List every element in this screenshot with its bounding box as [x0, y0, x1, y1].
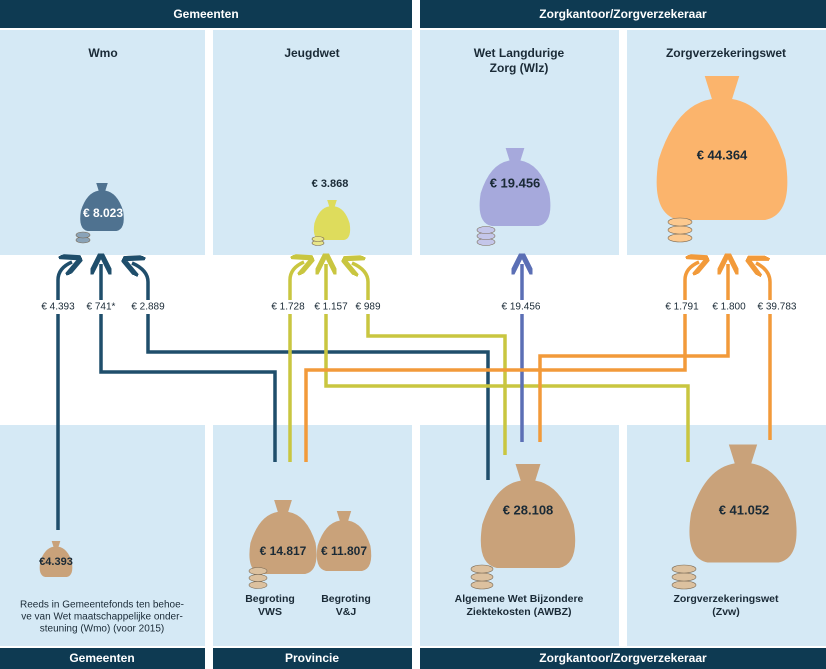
- header: Zorgkantoor/Zorgverzekeraar: [539, 7, 707, 21]
- caption: Algemene Wet Bijzondere: [455, 593, 584, 605]
- column-title: Wmo: [88, 46, 117, 60]
- amount: € 11.807: [321, 544, 367, 558]
- footer: Provincie: [285, 651, 339, 665]
- caption: VWS: [258, 606, 282, 618]
- footer: Zorgkantoor/Zorgverzekeraar: [539, 651, 707, 665]
- amount: € 44.364: [697, 147, 748, 162]
- amount: €4.393: [39, 556, 73, 568]
- caption: Begroting: [245, 593, 295, 605]
- amount: € 3.868: [312, 178, 349, 190]
- amount: € 19.456: [490, 175, 541, 190]
- amount: € 8.023: [83, 206, 123, 220]
- flow-label: € 1.800: [712, 302, 746, 313]
- flow-label: € 19.456: [502, 302, 541, 313]
- footer: Gemeenten: [69, 651, 134, 665]
- column-title: Wet Langdurige: [474, 46, 565, 60]
- flow-label: € 2.889: [131, 302, 165, 313]
- caption: (Zvw): [712, 606, 739, 618]
- flow-label: € 39.783: [758, 302, 797, 313]
- column-title: Zorg (Wlz): [490, 61, 549, 75]
- flow-label: € 989: [355, 302, 380, 313]
- flow-label: € 1.157: [314, 302, 348, 313]
- flow-label: € 1.728: [271, 302, 305, 313]
- header: Gemeenten: [173, 7, 238, 21]
- caption: Begroting: [321, 593, 371, 605]
- column-title: Jeugdwet: [284, 46, 339, 60]
- flow-label: € 741*: [87, 302, 116, 313]
- column-title: Zorgverzekeringswet: [666, 46, 786, 60]
- caption: Ziektekosten (AWBZ): [466, 606, 571, 618]
- flow-label: € 4.393: [41, 302, 75, 313]
- caption: Reeds in Gemeentefonds ten behoe-: [20, 600, 184, 611]
- caption: Zorgverzekeringswet: [673, 593, 779, 605]
- amount: € 41.052: [719, 502, 770, 517]
- amount: € 14.817: [260, 544, 307, 558]
- caption: ve van Wet maatschappelijke onder-: [21, 612, 183, 623]
- diagram: Gemeenten Zorgkantoor/Zorgverzekeraar Ge…: [0, 0, 826, 669]
- amount: € 28.108: [503, 502, 554, 517]
- caption: steuning (Wmo) (voor 2015): [40, 624, 165, 635]
- caption: V&J: [336, 606, 357, 618]
- flow-label: € 1.791: [665, 302, 699, 313]
